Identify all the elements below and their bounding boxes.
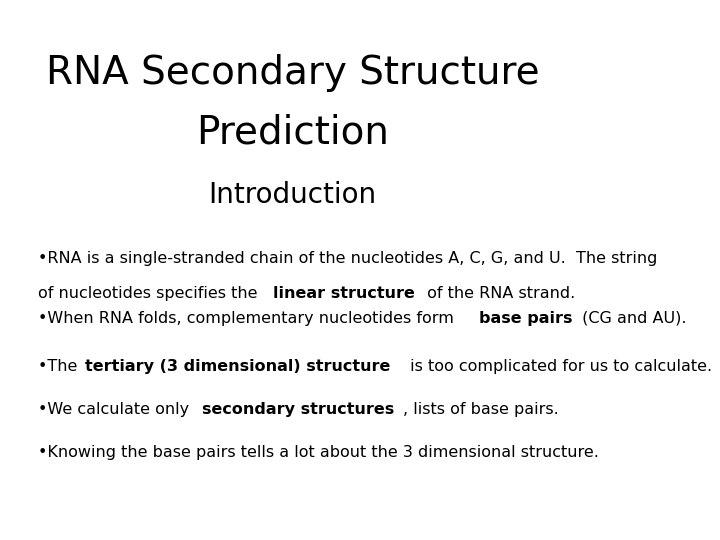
Text: is too complicated for us to calculate.: is too complicated for us to calculate. [405, 359, 712, 374]
Text: RNA Secondary Structure: RNA Secondary Structure [45, 54, 539, 92]
Text: base pairs: base pairs [480, 310, 572, 326]
Text: tertiary (3 dimensional) structure: tertiary (3 dimensional) structure [85, 359, 390, 374]
Text: •When RNA folds, complementary nucleotides form: •When RNA folds, complementary nucleotid… [38, 310, 459, 326]
Text: •We calculate only: •We calculate only [38, 402, 194, 417]
Text: (CG and AU).: (CG and AU). [577, 310, 687, 326]
Text: secondary structures: secondary structures [202, 402, 394, 417]
Text: , lists of base pairs.: , lists of base pairs. [403, 402, 559, 417]
Text: Introduction: Introduction [208, 181, 377, 209]
Text: linear structure: linear structure [274, 286, 415, 301]
Text: •The: •The [38, 359, 83, 374]
Text: •RNA is a single-stranded chain of the nucleotides A, C, G, and U.  The string: •RNA is a single-stranded chain of the n… [38, 251, 657, 266]
Text: of the RNA strand.: of the RNA strand. [422, 286, 575, 301]
Text: •Knowing the base pairs tells a lot about the 3 dimensional structure.: •Knowing the base pairs tells a lot abou… [38, 446, 599, 461]
Text: of nucleotides specifies the: of nucleotides specifies the [38, 286, 263, 301]
Text: Prediction: Prediction [196, 113, 389, 151]
